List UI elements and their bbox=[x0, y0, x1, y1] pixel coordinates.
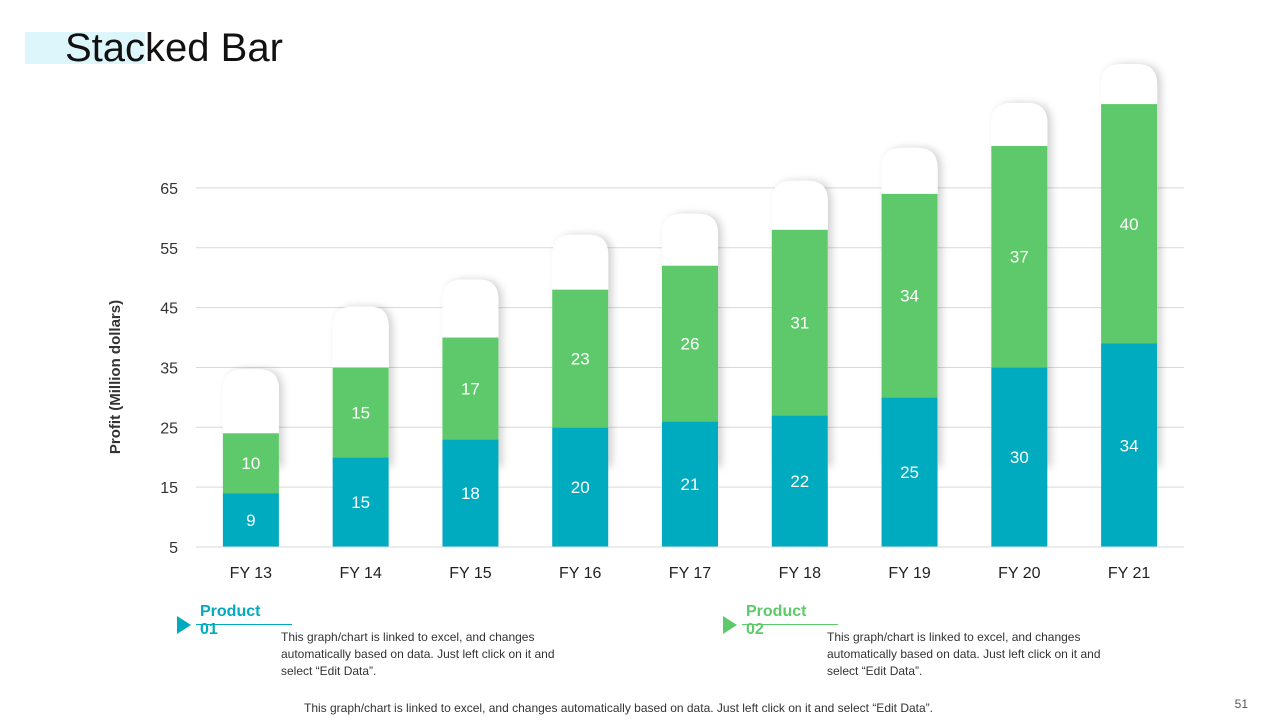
x-tick-label: FY 15 bbox=[449, 565, 492, 582]
legend-underline bbox=[196, 624, 292, 625]
data-label-product-02: 31 bbox=[790, 314, 809, 333]
data-label-product-01: 18 bbox=[461, 484, 480, 503]
bar-product-02 bbox=[771, 229, 828, 416]
footer-note: This graph/chart is linked to excel, and… bbox=[304, 701, 933, 715]
bar-product-01 bbox=[552, 427, 609, 547]
data-label-product-01: 15 bbox=[351, 493, 370, 512]
y-tick-label: 5 bbox=[169, 540, 178, 557]
bar-product-01 bbox=[662, 421, 718, 547]
data-label-product-02: 37 bbox=[1010, 248, 1029, 267]
x-tick-label: FY 18 bbox=[779, 565, 822, 582]
y-tick-label: 45 bbox=[160, 301, 178, 318]
y-tick-label: 25 bbox=[160, 420, 178, 437]
x-tick-label: FY 16 bbox=[559, 565, 602, 582]
bar-product-01 bbox=[442, 439, 499, 547]
bar-product-02 bbox=[991, 146, 1048, 368]
data-label-product-01: 20 bbox=[571, 478, 590, 497]
bar-product-02 bbox=[222, 433, 279, 494]
bar-product-01 bbox=[991, 367, 1048, 547]
triangle-marker-icon bbox=[723, 616, 737, 634]
page-title: Stacked Bar bbox=[65, 26, 283, 70]
title-accent-bar bbox=[25, 32, 145, 64]
data-label-product-01: 9 bbox=[246, 511, 255, 530]
bar-product-02 bbox=[1101, 104, 1158, 344]
data-label-product-02: 17 bbox=[461, 379, 480, 398]
data-label-product-01: 21 bbox=[681, 475, 700, 494]
bar-product-02 bbox=[662, 265, 718, 422]
legend-title: Product 02 bbox=[746, 603, 807, 638]
bar-product-01 bbox=[771, 415, 828, 547]
data-label-product-01: 25 bbox=[900, 463, 919, 482]
y-tick-label: 65 bbox=[160, 181, 178, 198]
bar-product-01 bbox=[222, 493, 279, 547]
bar-product-02 bbox=[442, 337, 499, 440]
y-tick-label: 55 bbox=[160, 241, 178, 258]
bar-product-01 bbox=[332, 457, 389, 547]
x-tick-label: FY 13 bbox=[230, 565, 273, 582]
y-tick-label: 35 bbox=[160, 360, 178, 377]
x-tick-label: FY 21 bbox=[1108, 565, 1151, 582]
triangle-marker-icon bbox=[177, 616, 191, 634]
bar-product-02 bbox=[552, 289, 609, 428]
x-tick-label: FY 19 bbox=[888, 565, 931, 582]
legend-underline bbox=[742, 624, 838, 625]
x-tick-label: FY 17 bbox=[669, 565, 712, 582]
bar-product-02 bbox=[332, 367, 389, 458]
y-tick-label: 15 bbox=[160, 480, 178, 497]
data-label-product-02: 15 bbox=[351, 403, 370, 422]
bar-product-01 bbox=[881, 397, 938, 547]
bar-product-01 bbox=[1101, 343, 1158, 547]
data-label-product-01: 30 bbox=[1010, 448, 1029, 467]
legend-description: This graph/chart is linked to excel, and… bbox=[281, 630, 555, 678]
legend-description: This graph/chart is linked to excel, and… bbox=[827, 630, 1101, 678]
data-label-product-02: 10 bbox=[241, 454, 260, 473]
x-tick-label: FY 14 bbox=[339, 565, 382, 582]
data-label-product-01: 34 bbox=[1120, 436, 1139, 455]
bar-product-02 bbox=[881, 193, 938, 398]
y-axis-label: Profit (Million dollars) bbox=[107, 300, 124, 454]
data-label-product-01: 22 bbox=[790, 472, 809, 491]
data-label-product-02: 34 bbox=[900, 287, 919, 306]
page-number: 51 bbox=[1234, 697, 1248, 711]
stacked-bar-chart: 5 15 25 35 45 55 65 Profit (Million dollars) 9 10… bbox=[107, 64, 1184, 582]
data-label-product-02: 40 bbox=[1120, 215, 1139, 234]
x-tick-label: FY 20 bbox=[998, 565, 1041, 582]
legend-title: Product 01 bbox=[200, 603, 261, 638]
data-label-product-02: 26 bbox=[681, 335, 700, 354]
data-label-product-02: 23 bbox=[571, 349, 590, 368]
